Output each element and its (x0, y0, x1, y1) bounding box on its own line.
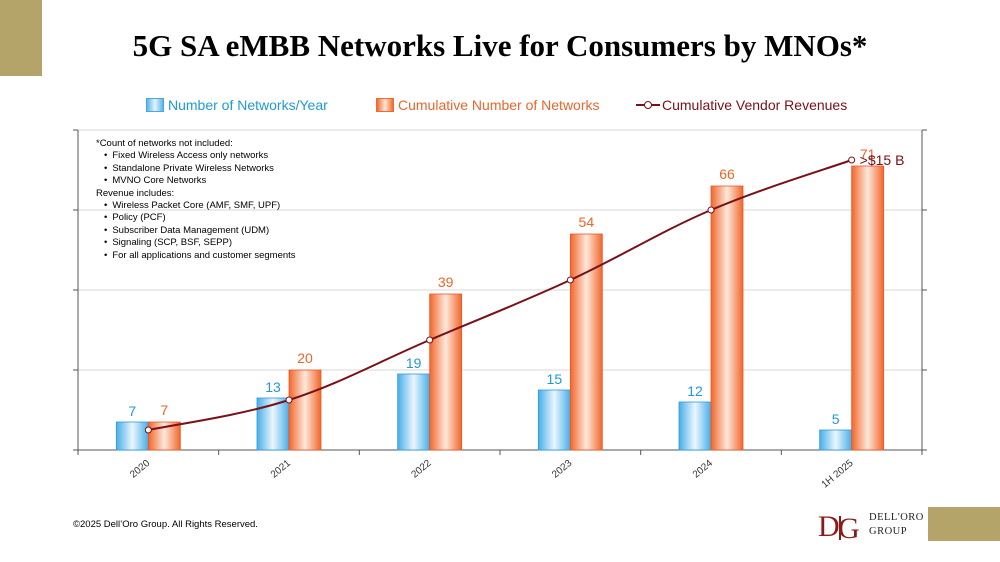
x-tick-label: 2021 (269, 458, 293, 481)
notes-revenue-heading: Revenue includes: (96, 187, 175, 199)
revenue-point (144, 426, 152, 434)
bar-networks-per-year (256, 397, 290, 451)
legend-label-vendor-revenues: Cumulative Vendor Revenues (662, 97, 848, 113)
bar-networks-per-year (819, 429, 853, 451)
bar-cumulative-networks (429, 293, 463, 451)
notes-excluded-item: MVNO Core Networks (96, 175, 296, 187)
bar-networks-per-year (397, 373, 431, 451)
revenue-point (566, 276, 574, 284)
logo-text-line2: GROUP (869, 526, 908, 537)
x-tick-label: 1H 2025 (820, 458, 856, 491)
x-tick-label: 2024 (691, 458, 715, 481)
data-label-revenue: >$15 B (860, 152, 905, 168)
notes-heading: *Count of networks not included: (96, 138, 233, 149)
legend-item-networks-per-year: Number of Networks/Year (146, 97, 328, 113)
data-label-networks-per-year: 12 (687, 383, 703, 399)
chart-notes: *Count of networks not included: Fixed W… (96, 138, 296, 262)
bar-cumulative-networks (851, 165, 885, 451)
data-label-networks-per-year: 19 (406, 355, 422, 371)
gold-accent-left (0, 0, 42, 76)
notes-revenue-item: Policy (PCF) (96, 212, 296, 224)
chart-title: 5G SA eMBB Networks Live for Consumers b… (132, 28, 868, 63)
revenue-point (848, 156, 856, 164)
notes-revenue-item: For all applications and customer segmen… (96, 250, 295, 262)
legend-swatch-orange (376, 98, 394, 112)
revenue-point (285, 396, 293, 404)
notes-revenue-item: Signaling (SCP, BSF, SEPP) (96, 237, 296, 249)
data-label-networks-per-year: 5 (832, 411, 840, 427)
logo-text-line1: DELL'ORO (869, 512, 924, 523)
data-label-cumulative-networks: 20 (297, 350, 313, 366)
legend-swatch-line (636, 99, 660, 111)
x-tick-labels: 2020 2021 2022 2023 2024 1H 2025 (128, 458, 856, 491)
notes-excluded-item: Fixed Wireless Access only networks (96, 150, 296, 162)
notes-excluded-item: Standalone Private Wireless Networks (96, 163, 296, 175)
svg-text:G: G (838, 512, 860, 544)
dell-oro-logo-icon: D G (818, 510, 860, 544)
revenue-line-path (148, 159, 853, 431)
axes (73, 129, 927, 455)
bar-networks-per-year (678, 401, 712, 451)
chart-legend: Number of Networks/Year Cumulative Numbe… (0, 97, 1000, 119)
x-tick-label: 2023 (550, 458, 574, 481)
revenue-line (144, 156, 856, 434)
copyright-text: ©2025 Dell’Oro Group. All Rights Reserve… (73, 519, 258, 530)
bar-networks-per-year (537, 389, 571, 451)
legend-label-cumulative-networks: Cumulative Number of Networks (398, 97, 600, 113)
data-label-cumulative-networks: 54 (579, 214, 595, 230)
data-label-cumulative-networks: 71 (860, 146, 876, 162)
legend-swatch-blue (146, 98, 164, 112)
bar-cumulative-networks (569, 233, 603, 451)
data-label-cumulative-networks: 39 (438, 274, 454, 290)
bars (115, 165, 885, 451)
revenue-point (426, 336, 434, 344)
x-tick-label: 2022 (409, 458, 433, 481)
data-label-networks-per-year: 7 (128, 403, 136, 419)
data-label-networks-per-year: 13 (265, 379, 281, 395)
legend-label-networks-per-year: Number of Networks/Year (168, 97, 328, 113)
x-tick-label: 2020 (128, 458, 152, 481)
legend-item-cumulative-networks: Cumulative Number of Networks (376, 97, 600, 113)
gold-accent-right (928, 507, 1000, 541)
data-label-cumulative-networks: 7 (160, 402, 168, 418)
revenue-point (707, 206, 715, 214)
data-label-networks-per-year: 15 (547, 371, 563, 387)
notes-revenue-item: Subscriber Data Management (UDM) (96, 225, 296, 237)
legend-item-vendor-revenues: Cumulative Vendor Revenues (636, 97, 847, 113)
notes-revenue-item: Wireless Packet Core (AMF, SMF, UPF) (96, 200, 296, 212)
bar-cumulative-networks (288, 369, 322, 451)
bar-networks-per-year (115, 421, 149, 451)
data-labels: 7 7 13 20 19 39 15 54 12 66 5 71>$15 B (128, 146, 904, 427)
data-label-cumulative-networks: 66 (719, 166, 735, 182)
svg-text:D: D (818, 510, 840, 543)
bar-cumulative-networks (710, 185, 744, 451)
